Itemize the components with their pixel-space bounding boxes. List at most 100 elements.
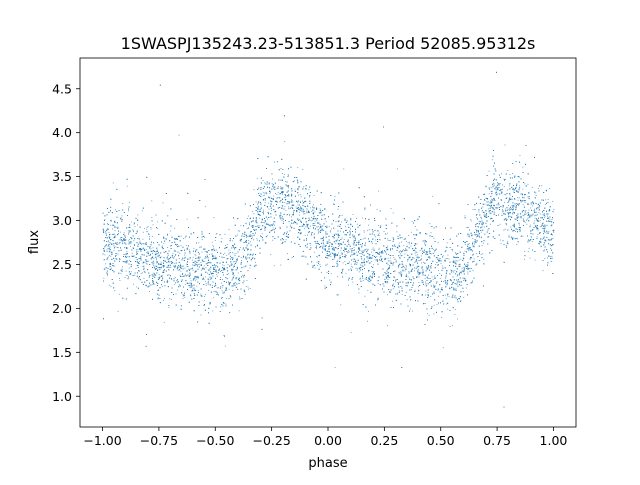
data-point — [205, 280, 206, 282]
data-point — [354, 264, 356, 265]
data-point — [103, 277, 105, 279]
data-point — [463, 296, 465, 298]
data-point — [279, 214, 281, 216]
data-point — [250, 217, 251, 219]
data-point — [196, 262, 198, 263]
data-point — [390, 208, 392, 209]
data-point — [280, 239, 282, 241]
data-point — [339, 258, 340, 260]
data-point — [373, 272, 374, 273]
data-point — [233, 247, 234, 248]
data-point — [415, 251, 417, 253]
data-point — [317, 241, 319, 242]
data-point — [448, 296, 450, 298]
data-point — [292, 201, 294, 203]
data-point — [315, 246, 317, 248]
data-point — [139, 260, 140, 262]
data-point — [329, 244, 330, 246]
data-point — [176, 244, 177, 246]
data-point — [115, 209, 116, 211]
data-point — [553, 209, 555, 210]
data-point — [238, 310, 240, 312]
data-point — [236, 258, 238, 259]
data-point — [403, 257, 405, 258]
data-point — [504, 228, 506, 230]
data-point — [472, 209, 474, 211]
data-point — [155, 268, 157, 270]
data-point — [288, 186, 289, 188]
data-point — [531, 241, 533, 242]
data-point — [422, 261, 424, 263]
data-point — [500, 243, 502, 245]
data-point — [490, 187, 492, 189]
data-point — [509, 215, 511, 217]
data-point — [408, 256, 410, 258]
data-point — [271, 210, 272, 211]
data-point — [368, 262, 370, 264]
data-point — [157, 255, 158, 257]
data-point — [178, 258, 180, 259]
data-point — [387, 282, 389, 284]
data-point — [398, 283, 399, 284]
data-point — [316, 245, 317, 247]
data-point — [136, 265, 138, 267]
data-point — [506, 189, 508, 191]
data-point — [326, 271, 328, 273]
data-point — [353, 261, 355, 262]
data-point — [379, 256, 381, 258]
data-point — [418, 281, 420, 283]
data-point — [532, 230, 533, 231]
data-point — [242, 274, 244, 276]
data-point — [157, 298, 159, 300]
data-point — [363, 231, 365, 233]
data-point — [456, 275, 458, 277]
data-point — [319, 227, 321, 229]
data-point — [508, 215, 510, 217]
data-point — [447, 308, 449, 310]
data-point — [203, 279, 205, 281]
data-point — [508, 214, 509, 216]
data-point — [509, 174, 511, 176]
data-point — [232, 273, 233, 275]
data-point — [126, 262, 128, 264]
data-point — [162, 299, 164, 301]
data-point — [519, 224, 520, 226]
data-point — [222, 261, 224, 263]
data-point — [441, 288, 442, 290]
data-point — [482, 194, 484, 196]
data-point — [293, 180, 295, 182]
data-point — [392, 212, 394, 214]
data-point — [174, 267, 176, 269]
data-point — [398, 244, 400, 246]
data-point — [158, 267, 160, 269]
data-point — [392, 300, 393, 302]
data-point — [133, 223, 135, 225]
data-point — [338, 242, 339, 244]
data-point — [113, 250, 115, 252]
data-point — [253, 266, 255, 268]
data-point — [313, 208, 315, 210]
data-point — [160, 261, 162, 263]
data-point — [499, 223, 501, 225]
data-point — [514, 205, 516, 207]
data-point — [228, 288, 230, 290]
data-point — [139, 240, 141, 242]
data-point — [104, 268, 106, 270]
data-point — [528, 209, 530, 211]
data-point — [387, 245, 389, 247]
data-point — [108, 236, 110, 238]
data-point — [207, 272, 208, 274]
data-point — [419, 256, 420, 258]
data-point — [488, 202, 490, 204]
data-point — [143, 265, 145, 267]
data-point — [420, 271, 422, 273]
data-point — [418, 286, 419, 288]
data-point — [270, 225, 271, 227]
data-point — [349, 231, 351, 232]
data-point — [493, 209, 495, 211]
data-point — [418, 289, 419, 291]
data-point — [118, 243, 120, 245]
data-point — [371, 251, 372, 253]
data-point — [376, 209, 378, 210]
